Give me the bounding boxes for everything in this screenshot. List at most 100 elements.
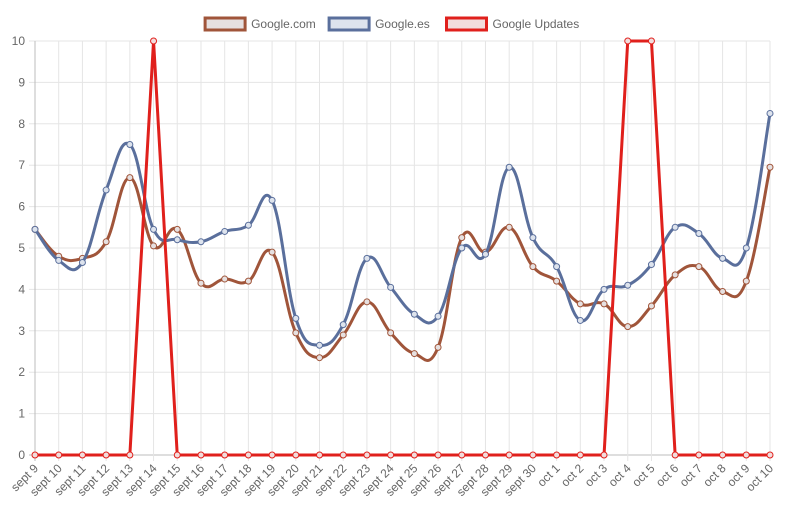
x-tick-label: oct 5 <box>629 461 658 490</box>
y-tick-label: 1 <box>18 407 25 421</box>
legend-swatch <box>445 16 488 32</box>
series-google-updates <box>31 37 774 459</box>
data-point <box>719 287 727 295</box>
data-point <box>553 263 561 271</box>
data-point <box>363 451 371 459</box>
data-point <box>600 451 608 459</box>
data-point <box>221 451 229 459</box>
y-tick-label: 2 <box>18 365 25 379</box>
y-tick-label: 6 <box>18 200 25 214</box>
data-point <box>221 275 229 283</box>
data-point <box>481 250 489 258</box>
data-point <box>173 225 181 233</box>
data-point <box>102 186 110 194</box>
data-point <box>458 234 466 242</box>
data-point <box>695 263 703 271</box>
data-point <box>150 225 158 233</box>
data-point <box>624 281 632 289</box>
data-point <box>197 238 205 246</box>
data-point <box>339 331 347 339</box>
legend-label: Google.com <box>251 17 316 31</box>
data-point <box>719 451 727 459</box>
data-point <box>173 451 181 459</box>
data-point <box>576 316 584 324</box>
data-point <box>387 329 395 337</box>
data-point <box>742 277 750 285</box>
data-point <box>647 261 655 269</box>
data-point <box>126 451 134 459</box>
data-point <box>102 451 110 459</box>
data-point <box>55 256 63 264</box>
data-point <box>363 298 371 306</box>
data-point <box>31 451 39 459</box>
data-point <box>150 242 158 250</box>
data-point <box>742 244 750 252</box>
data-point <box>197 279 205 287</box>
legend-item: Google.es <box>327 16 430 32</box>
data-point <box>292 329 300 337</box>
legend-label: Google Updates <box>493 17 580 31</box>
data-point <box>434 312 442 320</box>
data-point <box>387 451 395 459</box>
data-point <box>695 230 703 238</box>
y-tick-label: 4 <box>18 282 25 296</box>
data-point <box>505 163 513 171</box>
y-tick-label: 3 <box>18 324 25 338</box>
data-point <box>505 223 513 231</box>
data-point <box>529 263 537 271</box>
data-point <box>576 451 584 459</box>
data-point <box>244 451 252 459</box>
data-point <box>553 277 561 285</box>
data-point <box>671 451 679 459</box>
data-point <box>553 451 561 459</box>
y-tick-label: 9 <box>18 75 25 89</box>
data-point <box>434 343 442 351</box>
data-point <box>292 314 300 322</box>
x-tick-label: oct 7 <box>677 461 706 490</box>
legend-item: Google.com <box>203 16 316 32</box>
x-tick-label: oct 8 <box>700 461 729 490</box>
data-point <box>244 221 252 229</box>
x-tick-label: oct 3 <box>582 461 611 490</box>
data-point <box>292 451 300 459</box>
data-point <box>671 223 679 231</box>
data-point <box>647 37 655 45</box>
data-point <box>102 238 110 246</box>
legend-swatch <box>203 16 247 32</box>
y-axis: 0 1 2 3 4 5 6 7 8 9 10 <box>12 34 26 462</box>
x-tick-label: oct 4 <box>606 461 635 490</box>
data-point <box>671 271 679 279</box>
data-point <box>458 244 466 252</box>
data-point <box>505 451 513 459</box>
data-point <box>742 451 750 459</box>
data-point <box>600 300 608 308</box>
series-google-es <box>31 109 774 349</box>
y-tick-label: 7 <box>18 158 25 172</box>
data-point <box>434 451 442 459</box>
data-point <box>221 227 229 235</box>
data-point <box>766 163 774 171</box>
data-point <box>244 277 252 285</box>
data-point <box>695 451 703 459</box>
legend: Google.com Google.es Google Updates <box>203 16 580 32</box>
data-point <box>624 37 632 45</box>
data-point <box>529 451 537 459</box>
data-point <box>55 451 63 459</box>
legend-item: Google Updates <box>445 16 580 32</box>
data-point <box>387 283 395 291</box>
data-point <box>268 248 276 256</box>
series-google-com <box>31 163 774 362</box>
data-point <box>576 300 584 308</box>
data-point <box>766 451 774 459</box>
data-point <box>410 350 418 358</box>
data-point <box>173 236 181 244</box>
y-tick-label: 8 <box>18 117 25 131</box>
data-point <box>458 451 466 459</box>
data-point <box>647 302 655 310</box>
y-tick-label: 0 <box>18 448 25 462</box>
data-point <box>78 451 86 459</box>
data-point <box>410 310 418 318</box>
data-point <box>197 451 205 459</box>
